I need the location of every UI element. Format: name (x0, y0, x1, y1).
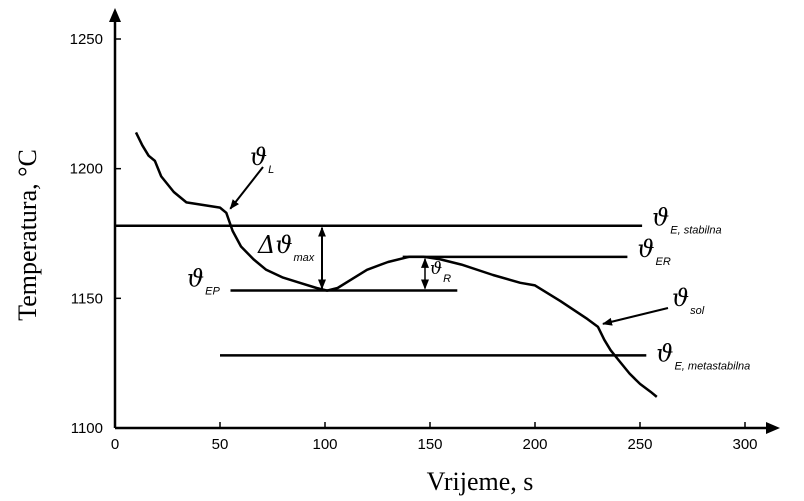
x-tick-label: 250 (627, 436, 652, 453)
y-tick-label: 1100 (71, 420, 103, 437)
y-axis-arrow-icon (109, 8, 121, 22)
arrow-theta-sol (602, 307, 669, 326)
series-group (134, 131, 658, 398)
axes (109, 8, 780, 434)
y-tick-label: 1200 (70, 161, 103, 178)
x-tick-label: 50 (212, 436, 229, 453)
y-tick-label: 1150 (71, 290, 103, 307)
label-theta-e-metastabilna: ϑE, metastabilna (656, 339, 750, 372)
label-theta-l: ϑL (250, 143, 274, 176)
x-axis-arrow-icon (766, 422, 780, 434)
x-axis-title: Vrijeme, s (427, 467, 534, 496)
label-theta-ep: ϑEP (187, 265, 220, 298)
label-theta-er: ϑER (637, 235, 670, 268)
x-tick-label: 300 (732, 436, 757, 453)
y-tick-label: 1250 (70, 31, 103, 48)
x-tick-label: 0 (111, 436, 119, 453)
ticks: 0 50 100 150 200 250 300 1100 1150 1200 1250 (70, 31, 758, 453)
x-tick-label: 100 (312, 436, 337, 453)
label-theta-sol: ϑsol (672, 284, 705, 317)
label-delta-theta-max: Δϑmax (257, 231, 315, 264)
x-tick-label: 200 (522, 436, 547, 453)
arrow-theta-l (229, 166, 264, 210)
x-tick-label: 150 (417, 436, 442, 453)
label-theta-r: ϑR (430, 259, 451, 285)
annotations: ϑL ϑsol Δϑmax ϑR (229, 143, 705, 326)
cooling-curve-line (134, 131, 658, 398)
label-theta-e-stabilna: ϑE, stabilna (652, 204, 722, 237)
y-axis-title: Temperatura, °C (13, 149, 42, 321)
